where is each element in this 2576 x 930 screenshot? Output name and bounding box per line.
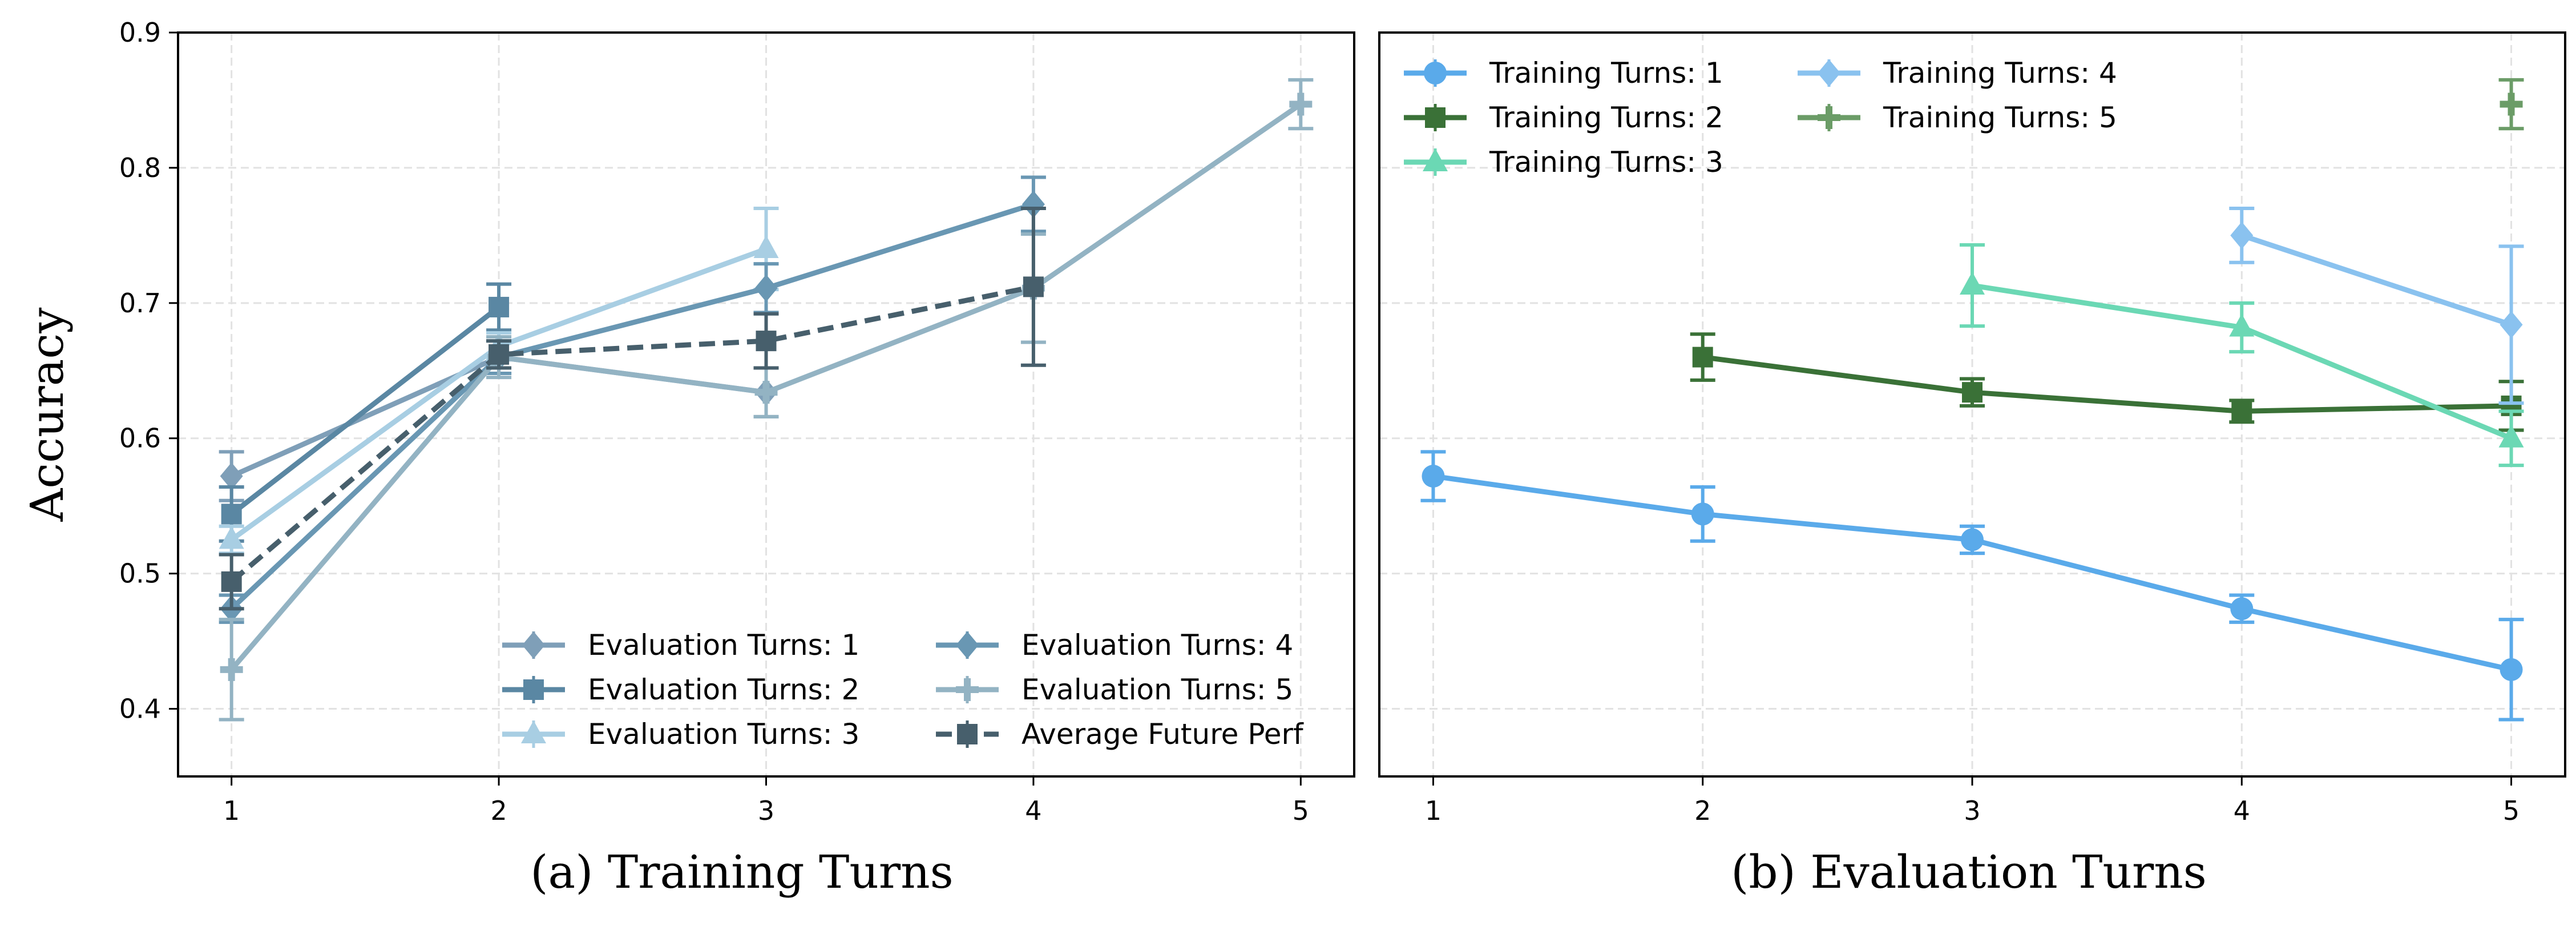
x-tick-label: 2 [1694, 795, 1711, 826]
legend-item: Evaluation Turns: 1 [502, 629, 859, 662]
x-tick-label: 1 [1425, 795, 1442, 826]
legend-label: Evaluation Turns: 1 [588, 629, 859, 662]
data-point [754, 274, 778, 302]
x-axis-title-a: (a) Training Turns [530, 846, 953, 899]
legend-marker [1818, 106, 1840, 129]
y-tick-label: 0.9 [119, 17, 161, 48]
legend-marker [956, 631, 979, 659]
legend-item: Training Turns: 1 [1404, 57, 1723, 90]
legend-marker [1425, 107, 1446, 128]
x-tick-label: 2 [490, 795, 507, 826]
data-point [1961, 528, 1984, 551]
legend-marker [523, 679, 544, 700]
data-point [1023, 276, 1044, 297]
legend-item: Evaluation Turns: 3 [502, 718, 859, 751]
series-4 [219, 175, 1046, 624]
x-tick-label: 3 [1964, 795, 1980, 826]
data-point [753, 235, 779, 259]
data-point [488, 344, 510, 365]
data-point [2230, 222, 2254, 249]
x-tick-label: 5 [2503, 795, 2520, 826]
data-point [488, 296, 510, 317]
y-tick-label: 0.8 [119, 152, 161, 183]
legend-marker [522, 631, 545, 659]
x-axis-title-b: (b) Evaluation Turns [1731, 846, 2207, 899]
series-3 [1960, 243, 2524, 468]
data-point [219, 526, 244, 549]
data-point [2230, 597, 2254, 621]
series-line [2240, 233, 2512, 327]
x-tick-label: 5 [1293, 795, 1309, 826]
data-point [1021, 190, 1045, 218]
data-point [1962, 382, 1983, 403]
data-point [2231, 401, 2252, 422]
legend-item: Training Turns: 5 [1798, 101, 2117, 134]
legend-label: Evaluation Turns: 2 [588, 673, 859, 706]
data-point [221, 571, 242, 592]
data-point [2229, 313, 2255, 337]
legend-marker [1423, 148, 1448, 171]
data-point [1422, 465, 1445, 488]
data-point [756, 331, 777, 352]
data-point [1960, 272, 1985, 295]
data-point [2498, 424, 2524, 448]
y-axis-title-a: Accuracy [21, 308, 74, 522]
legend-item: Training Turns: 2 [1404, 101, 1723, 134]
legend: Evaluation Turns: 1 Evaluation Turns: 2 Ev… [502, 629, 1304, 751]
legend-label: Training Turns: 4 [1883, 57, 2117, 90]
legend-item: Average Future Perf [936, 718, 1304, 751]
x-tick-label: 3 [758, 795, 774, 826]
legend-marker [957, 724, 978, 744]
legend-item: Evaluation Turns: 4 [936, 629, 1293, 662]
series-1 [1420, 450, 2524, 722]
legend-item: Training Turns: 4 [1798, 57, 2117, 90]
y-tick-label: 0.6 [119, 423, 161, 454]
data-point [2500, 311, 2523, 339]
data-point [754, 381, 778, 404]
legend-item: Evaluation Turns: 5 [936, 673, 1293, 706]
legend-item: Evaluation Turns: 2 [502, 673, 859, 706]
legend-marker [1818, 59, 1840, 87]
legend-marker [956, 678, 979, 701]
legend-label: Evaluation Turns: 4 [1021, 629, 1293, 662]
data-point [1691, 502, 1714, 526]
series-line [1702, 355, 2512, 414]
x-tick-label: 4 [2234, 795, 2250, 826]
series-2 [1690, 332, 2524, 432]
data-point [220, 462, 243, 490]
panel-a-chart: 1 2 3 4 5 0.4 0.5 0.6 0.7 0.8 0.9 Evaluation Turns:… [119, 17, 1355, 826]
series-line [229, 305, 500, 516]
data-point [221, 504, 242, 525]
legend-marker [1424, 62, 1447, 84]
data-point [2500, 658, 2523, 681]
y-tick-label: 0.7 [119, 288, 161, 319]
x-tick-label: 1 [223, 795, 240, 826]
series-line [229, 284, 1034, 584]
legend-label: Average Future Perf [1021, 718, 1304, 751]
legend-label: Evaluation Turns: 3 [588, 718, 859, 751]
data-point [220, 658, 243, 681]
legend-label: Training Turns: 5 [1883, 101, 2117, 134]
legend-label: Training Turns: 2 [1489, 101, 1723, 134]
y-tick-label: 0.5 [119, 558, 161, 589]
legend-item: Training Turns: 3 [1404, 146, 1723, 179]
legend-label: Training Turns: 3 [1489, 146, 1723, 179]
series-2 [219, 282, 512, 543]
series-line [229, 202, 1035, 611]
data-point [1289, 92, 1313, 116]
data-point [2500, 92, 2523, 116]
legend-label: Training Turns: 1 [1489, 57, 1723, 90]
legend: Training Turns: 1 Training Turns: 2 Traini… [1404, 57, 2117, 179]
legend-label: Evaluation Turns: 5 [1021, 673, 1293, 706]
legend-marker [521, 720, 546, 743]
series-6 [219, 206, 1046, 611]
series-5 [2498, 78, 2524, 131]
x-tick-label: 4 [1025, 795, 1041, 826]
y-tick-label: 0.4 [119, 694, 161, 724]
series-4 [2229, 206, 2524, 405]
data-point [1692, 347, 1713, 368]
